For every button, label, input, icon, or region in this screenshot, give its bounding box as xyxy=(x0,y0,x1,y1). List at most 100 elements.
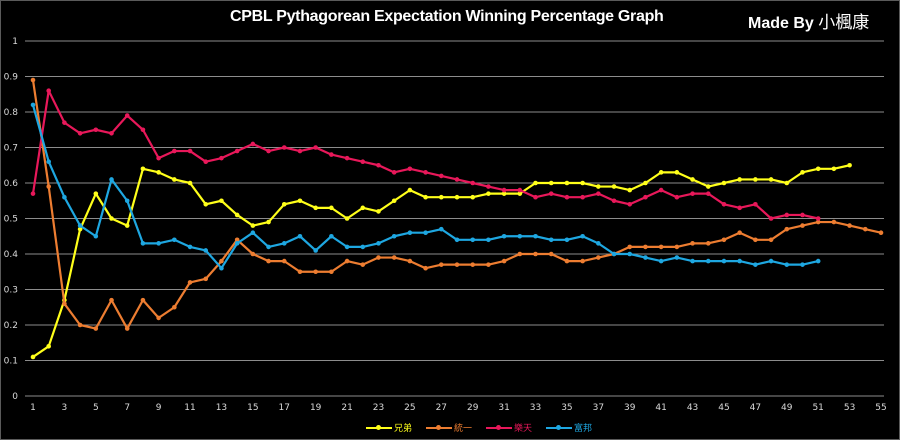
data-point xyxy=(784,262,790,267)
data-point xyxy=(564,237,570,243)
data-point xyxy=(30,102,36,108)
data-point xyxy=(203,276,209,282)
data-point xyxy=(187,180,193,186)
x-tick-label: 17 xyxy=(279,403,290,413)
data-point xyxy=(109,177,114,182)
data-point xyxy=(548,191,554,196)
data-point xyxy=(329,233,334,239)
data-point xyxy=(407,258,413,264)
data-point xyxy=(627,244,633,250)
legend-swatch-1 xyxy=(426,424,453,430)
data-point xyxy=(721,202,727,207)
data-point xyxy=(721,237,727,243)
legend-item-1: 統一 xyxy=(426,421,472,434)
data-point xyxy=(705,184,711,189)
data-point xyxy=(580,194,585,200)
data-point xyxy=(140,297,146,303)
data-point xyxy=(596,184,601,189)
data-point xyxy=(501,233,507,239)
data-point xyxy=(140,241,146,246)
data-point xyxy=(391,170,397,175)
data-point xyxy=(501,258,507,264)
data-point xyxy=(423,170,428,175)
data-point xyxy=(438,262,444,267)
data-point xyxy=(454,237,460,243)
data-point xyxy=(124,113,130,118)
x-tick-label: 9 xyxy=(156,403,162,413)
x-tick-label: 37 xyxy=(593,403,604,413)
x-tick-label: 39 xyxy=(624,403,636,413)
data-point xyxy=(611,198,617,204)
data-point xyxy=(297,269,303,275)
data-point xyxy=(753,202,758,207)
data-point xyxy=(344,244,350,250)
y-tick-label: 0.2 xyxy=(4,321,18,331)
data-point xyxy=(297,198,303,204)
x-tick-label: 31 xyxy=(498,403,509,413)
data-point xyxy=(234,241,240,246)
data-point xyxy=(234,237,240,243)
data-point xyxy=(564,194,570,200)
data-point xyxy=(815,258,821,264)
data-point xyxy=(62,194,67,200)
data-point xyxy=(93,233,99,239)
data-point xyxy=(219,258,224,264)
data-point xyxy=(203,159,209,164)
data-point xyxy=(831,166,837,172)
x-tick-label: 33 xyxy=(530,403,541,413)
data-point xyxy=(768,258,774,264)
data-point xyxy=(266,219,271,225)
legend-swatch-2 xyxy=(486,424,513,430)
x-tick-label: 19 xyxy=(310,403,322,413)
data-point xyxy=(313,145,318,150)
data-point xyxy=(721,258,727,264)
data-point xyxy=(768,216,774,221)
x-tick-label: 27 xyxy=(436,403,447,413)
data-point xyxy=(596,191,601,196)
data-point xyxy=(548,251,554,257)
data-point xyxy=(470,237,476,243)
data-point xyxy=(77,131,83,136)
legend-item-3: 富邦 xyxy=(546,421,592,434)
data-point xyxy=(93,326,99,331)
series-2 xyxy=(30,88,821,221)
data-point xyxy=(187,148,193,154)
data-point xyxy=(737,205,742,211)
data-point xyxy=(109,297,114,303)
data-point xyxy=(30,191,36,196)
data-point xyxy=(313,269,318,275)
x-tick-label: 5 xyxy=(93,403,99,413)
data-point xyxy=(643,180,648,186)
data-point xyxy=(281,145,287,150)
data-point xyxy=(266,148,271,154)
x-tick-label: 23 xyxy=(373,403,384,413)
data-point xyxy=(250,230,256,235)
y-tick-label: 0.6 xyxy=(4,179,19,189)
data-point xyxy=(124,223,130,228)
data-point xyxy=(266,244,271,250)
data-point xyxy=(266,258,271,264)
legend: 兄弟 統一 樂天 富邦 xyxy=(366,421,592,434)
x-tick-label: 35 xyxy=(561,403,572,413)
data-point xyxy=(376,209,381,214)
data-point xyxy=(627,187,633,193)
x-tick-label: 25 xyxy=(404,403,415,413)
data-point xyxy=(297,148,303,154)
data-point xyxy=(486,184,491,189)
legend-label-0: 兄弟 xyxy=(394,424,413,434)
data-point xyxy=(690,191,695,196)
data-point xyxy=(391,233,397,239)
data-point xyxy=(564,180,570,186)
legend-label-2: 樂天 xyxy=(514,424,533,434)
credit: Made By 小楓康 xyxy=(748,8,869,33)
data-point xyxy=(46,159,52,164)
data-point xyxy=(548,237,554,243)
data-point xyxy=(533,194,538,200)
data-point xyxy=(46,184,52,189)
data-point xyxy=(281,202,287,207)
data-point xyxy=(250,223,256,228)
data-point xyxy=(627,202,633,207)
data-point xyxy=(737,230,742,235)
